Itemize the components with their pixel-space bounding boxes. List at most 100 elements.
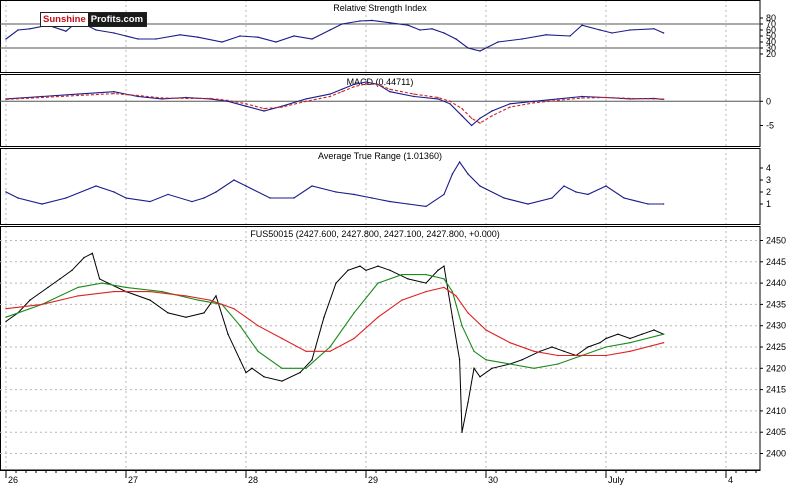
data-point (521, 359, 523, 361)
data-point (335, 191, 337, 193)
data-point (59, 278, 61, 280)
data-point (545, 34, 547, 36)
data-point (653, 98, 655, 100)
data-point (215, 191, 217, 193)
data-point (95, 185, 97, 187)
y-tick-label: 2450 (766, 236, 786, 246)
data-point (581, 95, 583, 98)
data-point (329, 93, 331, 95)
data-point (269, 197, 271, 199)
data-point (629, 342, 631, 344)
data-point (5, 191, 7, 193)
data-point (113, 191, 115, 193)
data-point (185, 97, 187, 100)
data-point (329, 29, 331, 31)
data-point (98, 278, 101, 280)
panel-frame (0, 74, 761, 147)
data-point (17, 29, 19, 31)
data-point (125, 286, 127, 289)
data-point (197, 36, 199, 38)
data-point (479, 376, 481, 378)
data-point (125, 35, 127, 37)
data-point (467, 47, 469, 49)
data-point (443, 265, 445, 267)
data-point (467, 401, 469, 404)
data-point (451, 316, 454, 318)
data-point (533, 350, 535, 352)
data-point (293, 35, 295, 37)
data-point (239, 35, 241, 37)
data-point (425, 282, 427, 284)
data-point (461, 431, 463, 433)
data-point (455, 295, 457, 297)
data-point (533, 102, 535, 104)
data-point (662, 333, 665, 335)
data-point (113, 92, 115, 95)
data-point (629, 97, 631, 100)
data-point (647, 203, 649, 205)
data-point (509, 363, 511, 365)
data-point (5, 38, 7, 40)
x-tick-label: 29 (368, 475, 378, 485)
data-point (137, 38, 139, 40)
data-point (479, 50, 481, 52)
data-point (437, 269, 439, 271)
y-tick-label: 2440 (766, 278, 786, 288)
data-point (239, 325, 241, 327)
data-point (293, 197, 295, 199)
logo-part-2: Profits.com (87, 13, 147, 26)
sunshine-profits-logo: Sunshine Profits.com (40, 12, 148, 27)
data-point (65, 197, 67, 199)
data-point (137, 94, 139, 97)
data-point (257, 350, 259, 352)
data-point (41, 95, 43, 98)
data-point (641, 333, 643, 335)
data-point (47, 286, 49, 289)
data-point (587, 346, 589, 348)
data-point (479, 185, 481, 187)
y-tick-label: 70 (766, 19, 776, 29)
data-point (41, 96, 43, 99)
data-point (497, 41, 499, 43)
data-point (347, 269, 349, 271)
data-point (311, 185, 313, 187)
data-point (329, 350, 331, 352)
data-point (413, 93, 415, 95)
data-point (275, 41, 277, 43)
data-point (233, 308, 235, 310)
data-point (575, 191, 577, 193)
data-point (389, 269, 391, 271)
data-point (137, 95, 139, 98)
data-point (479, 117, 481, 120)
data-point (551, 197, 553, 199)
data-point (95, 29, 97, 31)
data-point (305, 98, 307, 100)
data-point (503, 197, 505, 199)
data-point (539, 350, 541, 352)
data-point (599, 29, 601, 31)
data-point (281, 367, 283, 369)
y-tick-label: 1 (766, 199, 771, 209)
data-point (653, 28, 655, 30)
data-point (470, 117, 473, 120)
data-point (5, 98, 7, 101)
data-point (449, 100, 451, 103)
data-point (611, 32, 613, 34)
data-point (563, 185, 565, 187)
y-tick-label: 2410 (766, 406, 786, 416)
data-point (245, 185, 247, 187)
data-point (107, 282, 109, 284)
data-point (377, 265, 379, 267)
data-point (629, 350, 631, 352)
data-point (587, 193, 589, 196)
data-point (425, 205, 427, 208)
data-point (353, 312, 355, 314)
data-point (581, 24, 583, 26)
x-tick-label: 27 (128, 475, 138, 485)
data-point (509, 103, 511, 105)
data-point (509, 342, 511, 344)
data-point (557, 99, 559, 102)
data-point (233, 179, 235, 181)
data-point (329, 95, 331, 98)
y-tick-label: 2415 (766, 385, 786, 395)
